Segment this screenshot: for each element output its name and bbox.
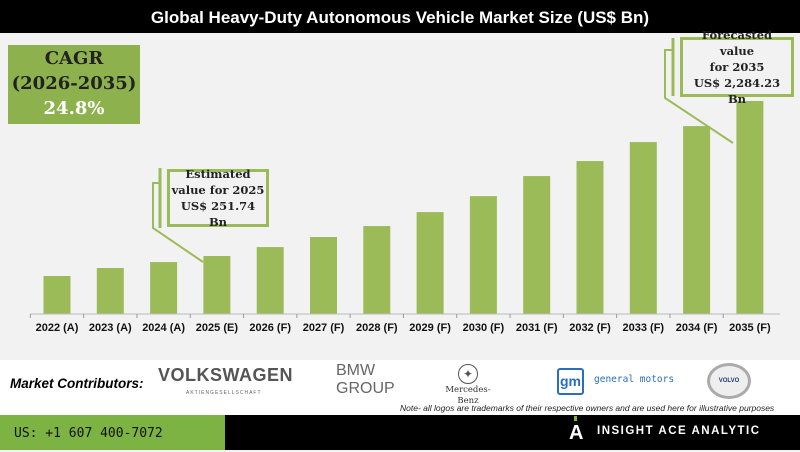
callout-text: US$ 251.74 Bn: [180, 199, 256, 229]
cagr-box: CAGR (2026-2035) 24.8%: [8, 45, 140, 124]
volkswagen-logo-sub: AKTIENGESELLSCHAFT: [186, 390, 262, 396]
bar-chart: 2022 (A) 2023 (A) 2024 (A) 2025 (E) 2026 (F)…: [29, 38, 780, 334]
bar-7: [416, 212, 444, 314]
bar-11: [629, 142, 657, 314]
contributors-strip: Market Contributors: VOLKSWAGEN AKTIENGE…: [0, 360, 800, 415]
mercedes-star-icon: ✦: [458, 364, 478, 384]
x-tick-label: 2027 (F): [303, 322, 345, 334]
bar-8: [469, 196, 497, 314]
bar-12: [683, 126, 711, 314]
gm-logo-text: general motors: [594, 374, 675, 385]
bar-0: [43, 276, 71, 314]
x-tick-label: 2025 (E): [196, 322, 239, 334]
brand-name: INSIGHT ACE ANALYTIC: [597, 425, 761, 437]
x-tick-label: 2033 (F): [623, 322, 665, 334]
mercedes-logo: ✦ Mercedes-Benz: [438, 364, 498, 407]
cagr-period: (2026-2035): [11, 73, 137, 94]
callout-leader-2035: [664, 49, 734, 144]
brand-logo-icon: A: [569, 422, 584, 444]
bar-1: [96, 268, 124, 314]
bmw-logo-text: GROUP: [336, 380, 395, 397]
x-tick-label: 2034 (F): [676, 322, 718, 334]
bar-5: [310, 237, 337, 314]
chart-title: Global Heavy-Duty Autonomous Vehicle Mar…: [0, 0, 800, 33]
callout-text: US$ 2,284.23 Bn: [693, 76, 781, 106]
x-tick-label: 2023 (A): [89, 322, 132, 334]
bar-2: [150, 262, 178, 314]
x-tick-label: 2032 (F): [569, 322, 611, 334]
x-tick-label: 2028 (F): [356, 322, 398, 334]
bar-6: [363, 226, 391, 314]
bmw-group-logo: BMW GROUP: [336, 362, 395, 398]
x-tick-label: 2024 (A): [142, 322, 185, 334]
volkswagen-logo: VOLKSWAGEN: [158, 365, 294, 385]
volvo-logo-icon: VOLVO: [707, 363, 751, 399]
bar-3: [203, 256, 231, 314]
x-tick-label: 2031 (F): [516, 322, 558, 334]
bar-10: [576, 161, 604, 314]
callout-text: Estimated: [185, 167, 251, 181]
callout-text: value for 2025: [171, 183, 265, 197]
phone-number: US: +1 607 400-7072: [0, 415, 225, 450]
bar-4: [256, 247, 284, 314]
x-tick-label: 2026 (F): [249, 322, 291, 334]
gm-logo-icon: gm: [557, 368, 584, 395]
trademark-note: Note- all logos are trademarks of their …: [400, 403, 775, 413]
brand-bar: A INSIGHT ACE ANALYTIC: [225, 415, 800, 450]
forecast-callout: Forecasted value for 2035 US$ 2,284.23 B…: [680, 28, 794, 106]
x-tick-label: 2022 (A): [36, 322, 79, 334]
cagr-value: 24.8%: [43, 98, 105, 119]
bar-9: [523, 176, 551, 314]
callout-leader-2025: [152, 182, 204, 263]
brand-logo-accent: [574, 416, 577, 421]
cagr-label: CAGR: [44, 48, 104, 69]
bmw-logo-text: BMW: [336, 362, 376, 379]
x-tick-label: 2035 (F): [729, 322, 771, 334]
callout-text: for 2035: [709, 60, 765, 74]
estimated-callout: Estimated value for 2025 US$ 251.74 Bn: [167, 167, 269, 229]
bar-13: [736, 101, 764, 314]
mercedes-logo-text: Mercedes-Benz: [445, 385, 491, 406]
x-tick-label: 2029 (F): [409, 322, 451, 334]
contributors-label: Market Contributors:: [10, 376, 144, 391]
callout-text: Forecasted value: [701, 28, 773, 58]
x-tick-label: 2030 (F): [463, 322, 505, 334]
